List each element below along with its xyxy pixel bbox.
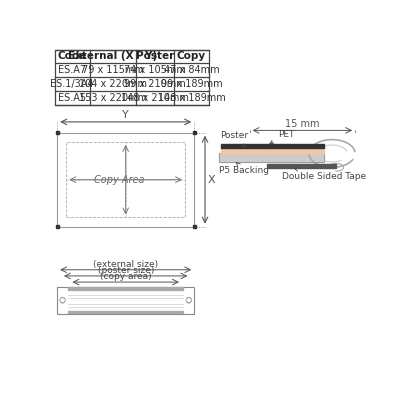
Text: 47 x 84mm: 47 x 84mm — [164, 65, 219, 75]
Text: Poster: Poster — [136, 52, 174, 62]
Text: External (X - Y): External (X - Y) — [68, 52, 157, 62]
Bar — [56, 131, 59, 134]
Text: ES.A5: ES.A5 — [58, 93, 86, 103]
Bar — [57, 133, 194, 227]
Bar — [219, 153, 324, 162]
Text: 15 mm: 15 mm — [285, 119, 320, 129]
Text: Code: Code — [58, 52, 87, 62]
Text: 148 x 210mm: 148 x 210mm — [121, 93, 189, 103]
Text: 99 x 189mm: 99 x 189mm — [161, 79, 222, 89]
Bar — [221, 148, 324, 153]
Text: Double Sided Tape: Double Sided Tape — [282, 168, 366, 181]
Bar — [57, 287, 194, 314]
Text: (external size): (external size) — [93, 260, 158, 269]
Text: 153 x 220mm: 153 x 220mm — [78, 93, 147, 103]
Bar — [68, 310, 184, 313]
Bar — [56, 225, 59, 228]
Bar — [221, 144, 324, 148]
Text: 104 x 220mm: 104 x 220mm — [78, 79, 146, 89]
Text: P5 Backing: P5 Backing — [219, 162, 269, 175]
Text: 148 x 189mm: 148 x 189mm — [158, 93, 226, 103]
Text: 99 x 210mm: 99 x 210mm — [124, 79, 186, 89]
Text: Copy: Copy — [177, 52, 206, 62]
Text: 79 x 115mm: 79 x 115mm — [82, 65, 144, 75]
Text: 74 x 105mm: 74 x 105mm — [124, 65, 186, 75]
Bar — [219, 153, 324, 162]
Bar — [68, 288, 184, 290]
Text: Y: Y — [122, 110, 129, 120]
Text: ES.A7: ES.A7 — [58, 65, 86, 75]
Text: Poster: Poster — [220, 131, 248, 148]
Text: ES.1/3A4: ES.1/3A4 — [50, 79, 94, 89]
Text: PET: PET — [270, 130, 294, 144]
Bar — [66, 142, 185, 218]
Text: (copy area): (copy area) — [100, 272, 152, 281]
Bar — [267, 164, 336, 168]
Text: (poster size): (poster size) — [98, 266, 154, 275]
Text: Copy Area: Copy Area — [94, 175, 145, 185]
Bar — [55, 50, 209, 105]
Bar — [193, 131, 196, 134]
Text: X: X — [207, 175, 215, 185]
Bar — [193, 225, 196, 228]
